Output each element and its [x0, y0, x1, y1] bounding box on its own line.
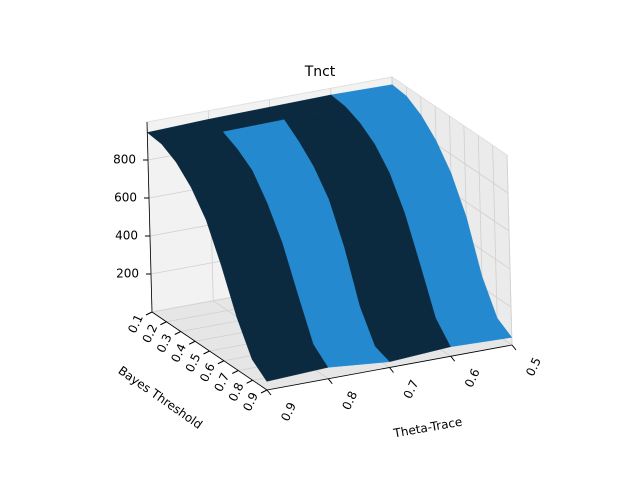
x-tick-label: 0.5 — [523, 355, 544, 378]
x-tick-label: 0.9 — [278, 400, 299, 423]
z-tick-label: 200 — [116, 267, 139, 281]
tick-mark — [188, 340, 196, 345]
tick-mark — [174, 331, 181, 335]
tick-mark — [203, 350, 210, 355]
tick-mark — [217, 360, 225, 365]
tick-mark — [389, 367, 394, 373]
tick-mark — [232, 370, 239, 374]
grid-line — [492, 145, 499, 336]
z-axis — [146, 121, 153, 313]
chart-title: Tnct — [304, 64, 336, 80]
tick-mark — [511, 344, 517, 351]
tick-mark — [260, 389, 268, 394]
tick-mark — [160, 321, 167, 326]
x-tick-label: 0.7 — [401, 378, 422, 401]
grid-line — [506, 154, 513, 346]
x-tick-label: 0.6 — [462, 366, 483, 389]
tick-mark — [145, 311, 153, 316]
tick-mark — [450, 355, 456, 362]
x-tick-label: 0.8 — [339, 389, 360, 412]
z-tick-label: 400 — [115, 229, 138, 243]
z-tick-label: 600 — [114, 191, 137, 205]
tick-mark — [246, 379, 253, 384]
tick-mark — [327, 378, 333, 385]
y-tick-label: 0.9 — [240, 390, 261, 413]
x-axis-label: Theta-Trace — [392, 415, 464, 441]
surface-patch — [251, 344, 329, 382]
tick-mark — [266, 389, 272, 396]
z-tick-label: 800 — [113, 153, 136, 167]
